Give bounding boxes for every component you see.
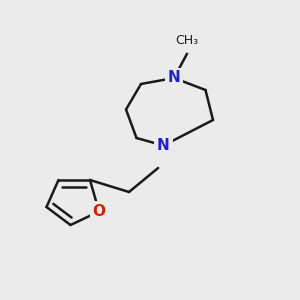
Text: O: O [92,204,106,219]
Text: N: N [168,70,180,86]
Text: N: N [157,138,170,153]
Text: CH₃: CH₃ [175,34,199,46]
